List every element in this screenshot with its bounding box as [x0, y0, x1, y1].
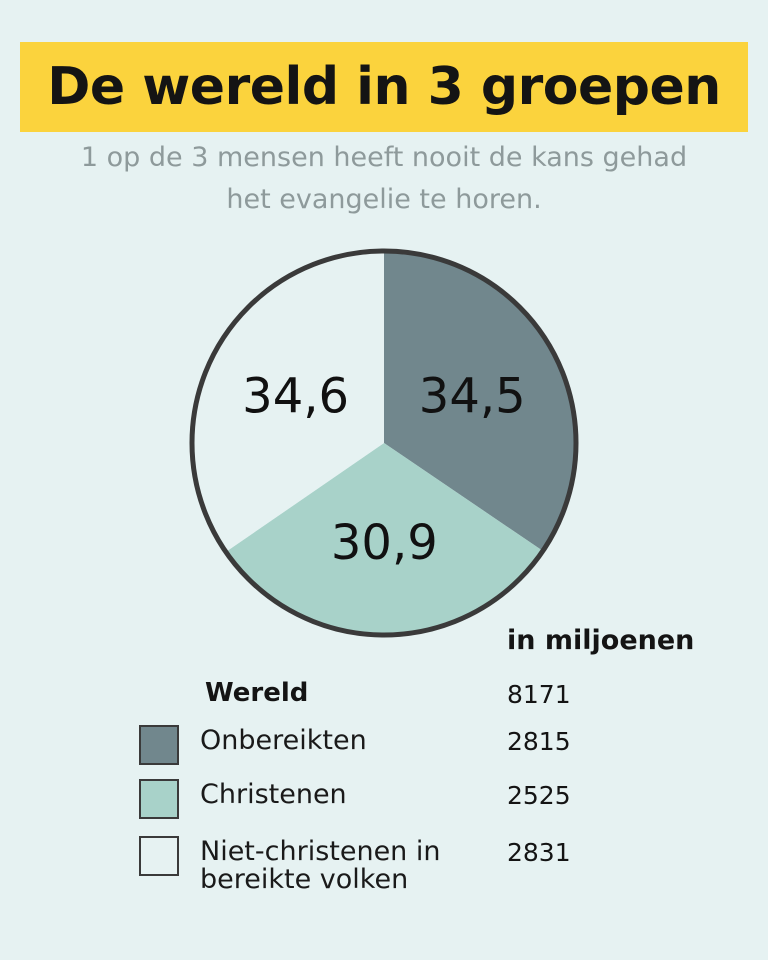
- page-title: De wereld in 3 groepen: [47, 57, 721, 117]
- title-bar: De wereld in 3 groepen: [20, 42, 748, 132]
- pie-slice-christenen: [225, 443, 543, 635]
- pie-label-christenen: 30,9: [331, 515, 438, 571]
- subtitle-line-1: 1 op de 3 mensen heeft nooit de kans geh…: [80, 142, 688, 173]
- subtitle-line-2: het evangelie te horen.: [226, 184, 542, 215]
- total-value: 8171: [507, 680, 571, 709]
- pie-outline: [189, 248, 579, 638]
- legend-value-onbereikten: 2815: [507, 727, 571, 756]
- legend-value-christenen: 2525: [507, 781, 571, 810]
- unit-label: in miljoenen: [507, 625, 695, 656]
- pie-label-niet-christenen-in-bereikte-volken: 34,6: [242, 369, 349, 425]
- legend-label-niet-christenen: Niet-christenen in bereikte volken: [200, 836, 441, 895]
- pie-label-onbereikten: 34,5: [419, 368, 526, 424]
- pie-slice-niet-christenen-in-bereikte-volken: [191, 250, 384, 552]
- legend-label-christenen: Christenen: [200, 779, 347, 810]
- legend-swatch-christenen: [139, 779, 179, 819]
- legend-heading: Wereld: [205, 678, 309, 708]
- legend-swatch-onbereikten: [139, 725, 179, 765]
- legend-value-niet-christenen: 2831: [507, 838, 571, 867]
- legend-swatch-niet-christenen: [139, 836, 179, 876]
- legend-label-onbereikten: Onbereikten: [200, 725, 367, 756]
- pie-slice-onbereikten: [384, 251, 576, 551]
